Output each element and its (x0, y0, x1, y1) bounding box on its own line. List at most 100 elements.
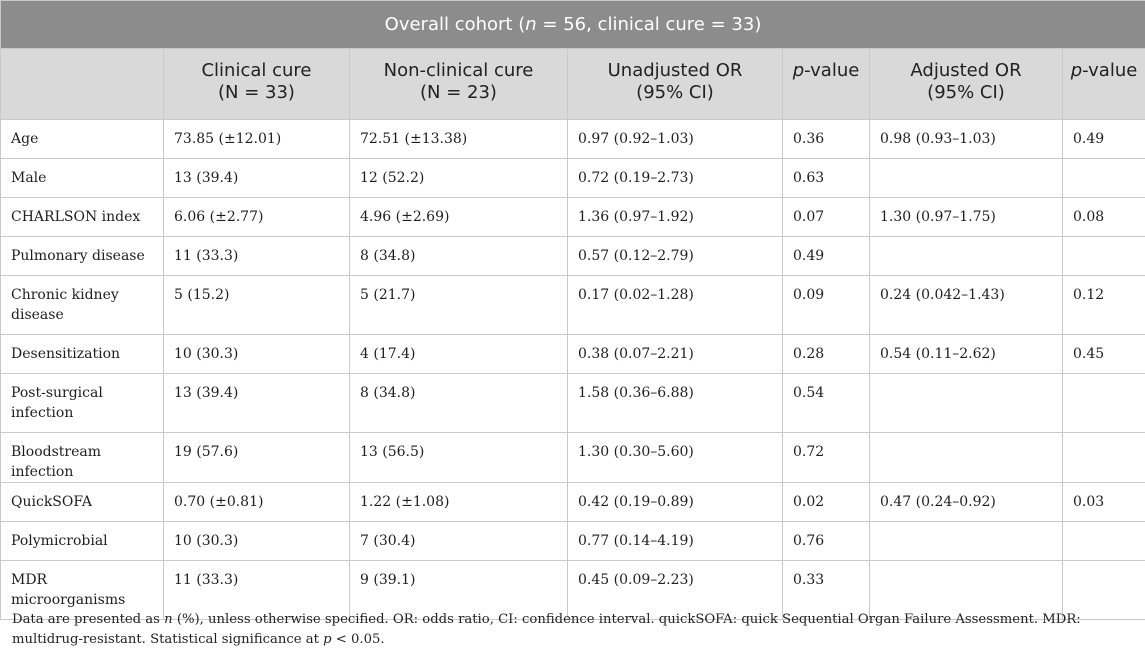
cell-unadjusted-or: 0.97 (0.92–1.03) (568, 120, 783, 159)
header-p-rest: -value (804, 60, 859, 81)
cell-non-clinical-cure: 4.96 (±2.69) (350, 198, 568, 237)
cell-p-unadjusted: 0.63 (783, 159, 870, 198)
cell-unadjusted-or: 0.77 (0.14–4.19) (568, 522, 783, 561)
header-adjusted-or-label: Adjusted OR (910, 60, 1021, 81)
header-clinical-cure-n: (N = 33) (168, 82, 345, 104)
cell-p-unadjusted: 0.28 (783, 335, 870, 374)
cell-clinical-cure: 11 (33.3) (164, 237, 350, 276)
banner-prefix: Overall cohort ( (385, 14, 526, 35)
cell-p-adjusted (1063, 433, 1145, 483)
row-label: Age (1, 120, 164, 159)
table-row: Bloodstream infection 19 (57.6) 13 (56.5… (1, 433, 1145, 483)
cell-p-unadjusted: 0.54 (783, 374, 870, 433)
header-p-rest: -value (1082, 60, 1137, 81)
cell-p-unadjusted: 0.76 (783, 522, 870, 561)
cell-p-adjusted (1063, 522, 1145, 561)
cell-adjusted-or (870, 433, 1063, 483)
row-label: Post-surgical infection (1, 374, 164, 433)
cell-unadjusted-or: 0.42 (0.19–0.89) (568, 483, 783, 522)
cell-clinical-cure: 5 (15.2) (164, 276, 350, 335)
cell-non-clinical-cure: 13 (56.5) (350, 433, 568, 483)
cell-p-adjusted (1063, 237, 1145, 276)
cell-non-clinical-cure: 72.51 (±13.38) (350, 120, 568, 159)
cell-adjusted-or: 0.24 (0.042–1.43) (870, 276, 1063, 335)
header-unadjusted-or-label: Unadjusted OR (608, 60, 743, 81)
header-unadjusted-or-ci: (95% CI) (572, 82, 778, 104)
header-unadjusted-or: Unadjusted OR(95% CI) (568, 49, 783, 120)
cell-adjusted-or: 0.98 (0.93–1.03) (870, 120, 1063, 159)
cell-non-clinical-cure: 8 (34.8) (350, 237, 568, 276)
cohort-banner-row: Overall cohort (n = 56, clinical cure = … (1, 1, 1145, 49)
cell-adjusted-or: 0.47 (0.24–0.92) (870, 483, 1063, 522)
header-variable (1, 49, 164, 120)
cell-unadjusted-or: 1.30 (0.30–5.60) (568, 433, 783, 483)
cell-clinical-cure: 10 (30.3) (164, 335, 350, 374)
cohort-banner: Overall cohort (n = 56, clinical cure = … (1, 1, 1145, 49)
banner-suffix: = 56, clinical cure = 33) (537, 14, 762, 35)
footnote-n-variable: n (164, 612, 173, 627)
cell-non-clinical-cure: 8 (34.8) (350, 374, 568, 433)
cell-unadjusted-or: 0.38 (0.07–2.21) (568, 335, 783, 374)
cell-p-adjusted: 0.45 (1063, 335, 1145, 374)
header-p-value-adjusted: p-value (1063, 49, 1145, 120)
footnote-p-variable: p (323, 632, 331, 647)
cell-p-unadjusted: 0.36 (783, 120, 870, 159)
cell-clinical-cure: 6.06 (±2.77) (164, 198, 350, 237)
footnote-part: (%), unless otherwise specified. OR: odd… (12, 612, 1081, 647)
row-label: CHARLSON index (1, 198, 164, 237)
cell-clinical-cure: 19 (57.6) (164, 433, 350, 483)
table-row: CHARLSON index 6.06 (±2.77) 4.96 (±2.69)… (1, 198, 1145, 237)
cell-clinical-cure: 73.85 (±12.01) (164, 120, 350, 159)
cell-unadjusted-or: 0.17 (0.02–1.28) (568, 276, 783, 335)
cell-p-unadjusted: 0.09 (783, 276, 870, 335)
table-row: Desensitization 10 (30.3) 4 (17.4) 0.38 … (1, 335, 1145, 374)
banner-n-variable: n (525, 14, 536, 35)
cell-p-unadjusted: 0.72 (783, 433, 870, 483)
cell-p-adjusted (1063, 374, 1145, 433)
table-footnote: Data are presented as n (%), unless othe… (12, 610, 1137, 650)
header-non-clinical-cure-n: (N = 23) (354, 82, 563, 104)
header-p-letter: p (793, 60, 804, 81)
cell-p-adjusted (1063, 159, 1145, 198)
table-row: Chronic kidney disease 5 (15.2) 5 (21.7)… (1, 276, 1145, 335)
row-label: Bloodstream infection (1, 433, 164, 483)
cell-clinical-cure: 10 (30.3) (164, 522, 350, 561)
cell-non-clinical-cure: 12 (52.2) (350, 159, 568, 198)
table-row: Post-surgical infection 13 (39.4) 8 (34.… (1, 374, 1145, 433)
cell-p-adjusted: 0.08 (1063, 198, 1145, 237)
cell-clinical-cure: 13 (39.4) (164, 159, 350, 198)
cell-p-unadjusted: 0.02 (783, 483, 870, 522)
table-row: Male 13 (39.4) 12 (52.2) 0.72 (0.19–2.73… (1, 159, 1145, 198)
cell-p-adjusted: 0.12 (1063, 276, 1145, 335)
cell-non-clinical-cure: 1.22 (±1.08) (350, 483, 568, 522)
column-header-row: Clinical cure(N = 33) Non-clinical cure(… (1, 49, 1145, 120)
header-p-value-unadjusted: p-value (783, 49, 870, 120)
cell-adjusted-or: 1.30 (0.97–1.75) (870, 198, 1063, 237)
cell-non-clinical-cure: 7 (30.4) (350, 522, 568, 561)
cell-unadjusted-or: 0.57 (0.12–2.79) (568, 237, 783, 276)
cell-adjusted-or: 0.54 (0.11–2.62) (870, 335, 1063, 374)
cell-p-unadjusted: 0.49 (783, 237, 870, 276)
table-row: Polymicrobial 10 (30.3) 7 (30.4) 0.77 (0… (1, 522, 1145, 561)
header-clinical-cure-label: Clinical cure (201, 60, 311, 81)
cell-p-adjusted: 0.03 (1063, 483, 1145, 522)
table-row: Pulmonary disease 11 (33.3) 8 (34.8) 0.5… (1, 237, 1145, 276)
header-non-clinical-cure: Non-clinical cure(N = 23) (350, 49, 568, 120)
cell-clinical-cure: 0.70 (±0.81) (164, 483, 350, 522)
footnote-part: Data are presented as (12, 612, 164, 627)
header-adjusted-or: Adjusted OR(95% CI) (870, 49, 1063, 120)
row-label: Pulmonary disease (1, 237, 164, 276)
row-label: Chronic kidney disease (1, 276, 164, 335)
cell-adjusted-or (870, 237, 1063, 276)
row-label: Polymicrobial (1, 522, 164, 561)
cell-unadjusted-or: 1.58 (0.36–6.88) (568, 374, 783, 433)
header-adjusted-or-ci: (95% CI) (874, 82, 1058, 104)
row-label: Desensitization (1, 335, 164, 374)
cell-unadjusted-or: 0.72 (0.19–2.73) (568, 159, 783, 198)
cell-non-clinical-cure: 5 (21.7) (350, 276, 568, 335)
cell-adjusted-or (870, 374, 1063, 433)
row-label: Male (1, 159, 164, 198)
cell-adjusted-or (870, 159, 1063, 198)
row-label: QuickSOFA (1, 483, 164, 522)
results-table: Overall cohort (n = 56, clinical cure = … (0, 0, 1145, 620)
